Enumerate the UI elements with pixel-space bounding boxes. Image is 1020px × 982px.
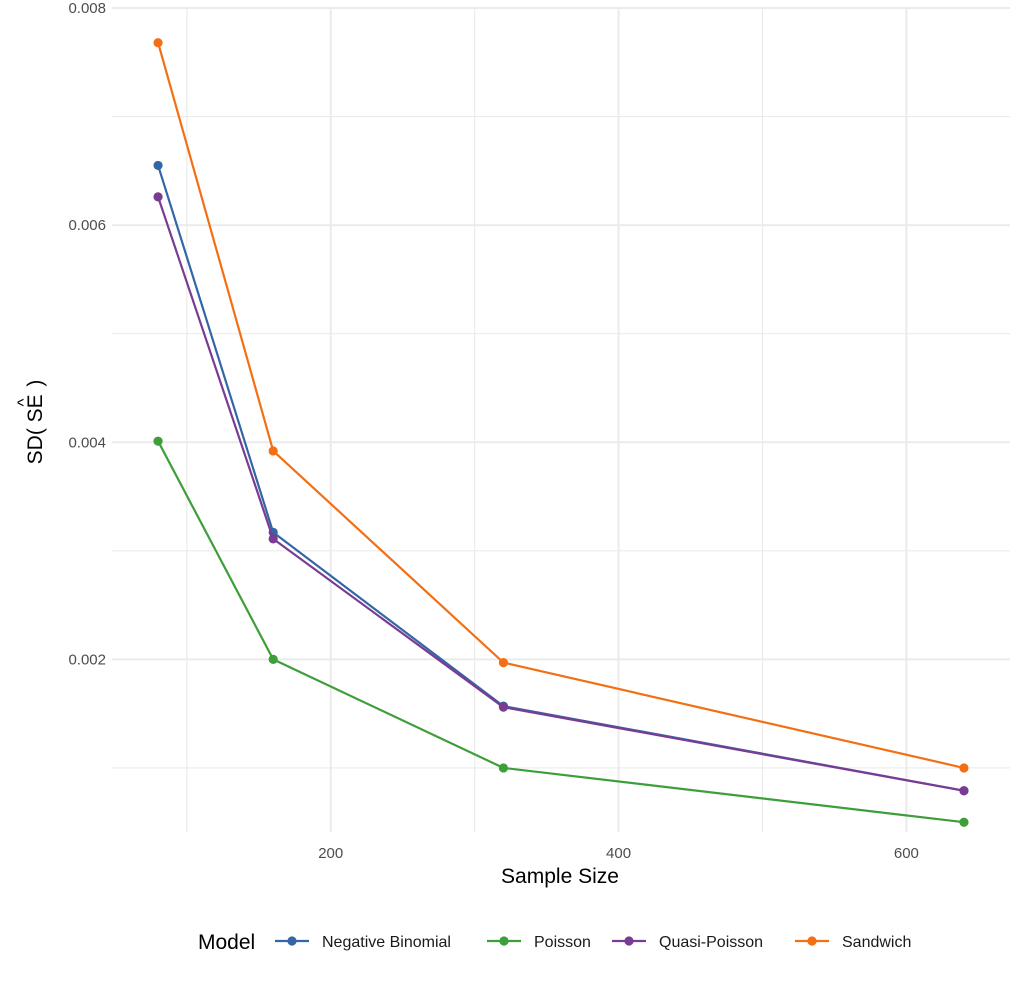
series-line — [157, 165, 965, 792]
y-axis-title-hat: ^ — [14, 398, 33, 406]
data-point — [498, 658, 509, 668]
series-line — [157, 196, 965, 792]
series-negative-binomial — [153, 160, 969, 796]
series-group — [153, 38, 969, 827]
series-sandwich — [153, 38, 969, 773]
y-tick-label: 0.006 — [68, 217, 106, 234]
data-point — [153, 436, 163, 446]
series-line — [157, 42, 965, 769]
y-axis-title-main: SD( SE — [24, 394, 47, 464]
legend-label: Negative Binomial — [322, 934, 451, 951]
x-axis-tick-labels: 200 400 600 — [318, 845, 919, 862]
data-point — [498, 702, 509, 712]
series-poisson — [153, 436, 969, 827]
data-point — [268, 446, 278, 456]
legend-key-point — [624, 936, 634, 946]
x-axis-title: Sample Size — [501, 865, 619, 888]
legend-key-point — [287, 936, 297, 946]
legend-key-point — [499, 936, 509, 946]
data-point — [268, 654, 278, 664]
legend-title: Model — [198, 931, 255, 954]
legend-label: Quasi-Poisson — [659, 934, 763, 951]
legend-key-point — [807, 936, 817, 946]
legend-entry: Quasi-Poisson — [612, 934, 763, 951]
data-point — [153, 192, 163, 202]
y-tick-label: 0.002 — [68, 651, 106, 668]
data-point — [498, 763, 509, 773]
y-axis-tick-labels: 0.002 0.004 0.006 0.008 — [68, 0, 106, 668]
x-tick-label: 600 — [894, 845, 919, 862]
series-line — [157, 440, 965, 824]
series-quasi-poisson — [153, 192, 969, 796]
data-point — [959, 786, 969, 796]
legend-entry: Sandwich — [795, 934, 911, 951]
legend-label: Poisson — [534, 934, 591, 951]
legend: Model Negative Binomial Poisson Quasi-Pois… — [198, 931, 911, 954]
legend-label: Sandwich — [842, 934, 911, 951]
data-point — [959, 817, 969, 827]
x-tick-label: 200 — [318, 845, 343, 862]
y-axis-title: SD( SE ^ ) — [11, 380, 47, 465]
data-point — [153, 160, 163, 171]
x-tick-label: 400 — [606, 845, 631, 862]
svg-text:SD( SE ^ ): SD( SE ^ ) — [11, 380, 47, 465]
data-point — [959, 763, 969, 773]
data-point — [268, 534, 278, 544]
legend-entry: Negative Binomial — [275, 934, 451, 951]
y-tick-label: 0.004 — [68, 434, 106, 451]
y-tick-label: 0.008 — [68, 0, 106, 17]
legend-entry: Poisson — [487, 934, 591, 951]
grid — [112, 7, 1010, 832]
data-point — [153, 38, 163, 48]
y-axis-title-close: ) — [24, 380, 47, 387]
